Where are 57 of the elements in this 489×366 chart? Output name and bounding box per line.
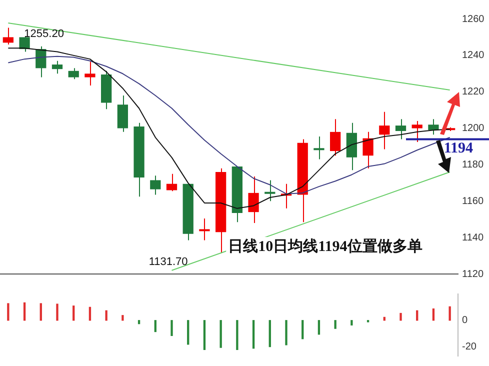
bar: [170, 320, 173, 336]
candlestick: [248, 176, 259, 224]
ref-line-label: 1194: [444, 140, 474, 157]
candlestick: [52, 60, 63, 74]
bar: [400, 312, 402, 321]
bar: [350, 320, 353, 326]
y-tick-label: 0: [462, 315, 468, 326]
bar: [252, 320, 255, 349]
bar: [268, 320, 271, 348]
y-tick-label: 1220: [462, 86, 485, 98]
candlestick: [362, 131, 374, 169]
y-tick-label: 1260: [462, 14, 485, 25]
candlestick: [264, 180, 276, 202]
bar: [7, 303, 10, 321]
candlestick: [199, 218, 210, 241]
bar: [432, 308, 435, 321]
bar: [122, 315, 124, 321]
candlestick: [68, 68, 79, 80]
y-tick-label: 1240: [462, 50, 485, 62]
candlestick: [314, 136, 324, 160]
candlestick: [166, 173, 178, 192]
y-tick-label: 1180: [462, 159, 484, 170]
annotation: 1131.70: [148, 256, 188, 268]
bar: [334, 320, 336, 329]
bar: [72, 306, 75, 321]
annotation: 日线10日均线1194位置做多单: [228, 238, 422, 255]
bar: [23, 302, 26, 321]
candlestick: [428, 118, 439, 136]
y-tick-label: 1140: [462, 232, 484, 244]
candlestick: [412, 120, 422, 142]
annotation: 1255.20: [24, 28, 64, 40]
bar: [318, 320, 320, 335]
bar: [56, 304, 58, 321]
candlestick: [330, 118, 341, 156]
bar: [88, 306, 92, 321]
candlestick: [395, 118, 406, 140]
candlestick: [117, 95, 128, 132]
y-tick-label: 1120: [462, 268, 484, 280]
bar: [40, 303, 42, 321]
y-tick-label: -20: [462, 342, 477, 353]
bar: [154, 320, 156, 332]
y-tick-label: 1200: [462, 123, 485, 134]
candlestick: [379, 111, 390, 150]
y-tick-label: 1160: [462, 196, 484, 207]
bar: [105, 310, 108, 321]
candlestick: [150, 175, 161, 196]
bar: [138, 320, 140, 324]
bar: [203, 320, 206, 350]
candlestick: [84, 61, 96, 86]
candlestick: [19, 36, 30, 52]
bar: [448, 306, 451, 321]
bar: [236, 320, 238, 350]
candlestick: [2, 27, 14, 45]
bar: [220, 320, 222, 348]
bar: [285, 320, 288, 346]
bar: [302, 320, 304, 340]
bar: [187, 320, 190, 345]
